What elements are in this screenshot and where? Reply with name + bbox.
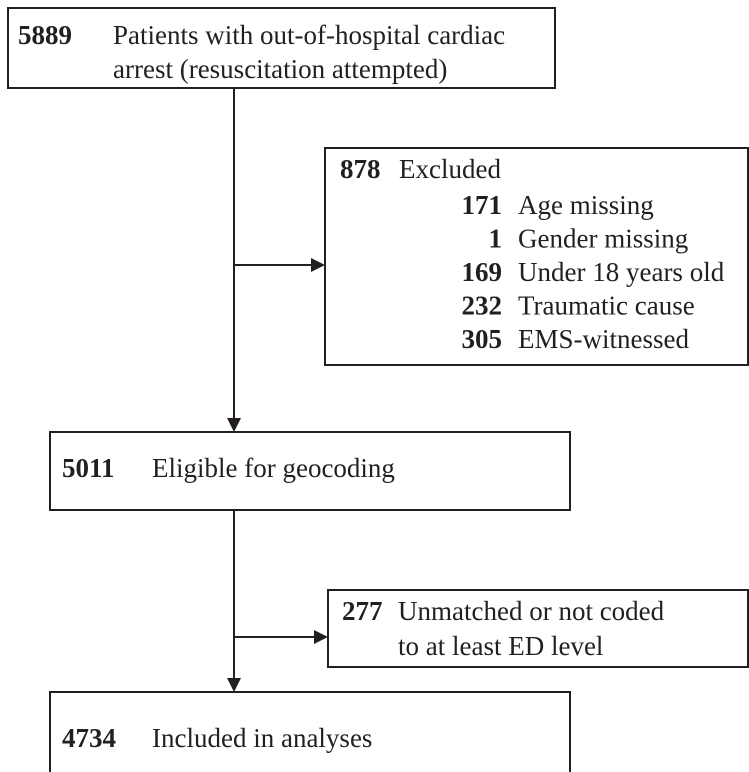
arrowhead	[227, 678, 241, 692]
label: Unmatched or not coded	[398, 596, 665, 626]
count: 277	[342, 596, 383, 626]
arrowhead	[314, 630, 328, 644]
label: Gender missing	[518, 224, 688, 254]
count: 5011	[62, 453, 115, 483]
box	[327, 589, 749, 668]
label: Age missing	[518, 190, 654, 220]
arrowhead	[311, 258, 325, 272]
label: Eligible for geocoding	[152, 453, 395, 483]
count: 232	[462, 291, 503, 321]
count: 305	[462, 324, 503, 354]
label: Included in analyses	[152, 723, 372, 753]
label: Traumatic cause	[518, 291, 695, 321]
box	[49, 691, 571, 772]
count: 878	[340, 154, 381, 184]
label: arrest (resuscitation attempted)	[113, 54, 447, 84]
count: 4734	[62, 723, 116, 753]
exclusion-list: 171 Age missing 1 Gender missing 169 Under 18…	[462, 190, 725, 354]
box	[7, 7, 556, 89]
count: 1	[489, 224, 503, 254]
arrowhead	[227, 418, 241, 432]
label: Patients with out-of-hospital cardiac	[113, 20, 505, 50]
count: 5889	[18, 20, 72, 50]
box	[324, 147, 749, 366]
label: Under 18 years old	[518, 257, 725, 287]
count: 171	[462, 190, 503, 220]
count: 169	[462, 257, 503, 287]
box	[49, 431, 571, 511]
label: Excluded	[399, 154, 501, 184]
label: EMS-witnessed	[518, 324, 689, 354]
label: to at least ED level	[398, 631, 603, 661]
